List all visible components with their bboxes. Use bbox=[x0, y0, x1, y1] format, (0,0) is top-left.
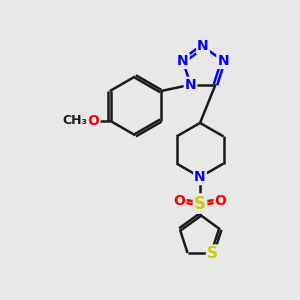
Text: N: N bbox=[185, 78, 197, 92]
Text: N: N bbox=[197, 39, 209, 53]
Text: N: N bbox=[194, 170, 206, 184]
Text: O: O bbox=[215, 194, 226, 208]
Text: O: O bbox=[173, 194, 185, 208]
Text: O: O bbox=[88, 114, 100, 128]
Text: S: S bbox=[194, 195, 206, 213]
Text: S: S bbox=[207, 246, 218, 261]
Text: CH₃: CH₃ bbox=[63, 114, 88, 127]
Text: N: N bbox=[177, 54, 189, 68]
Text: N: N bbox=[217, 54, 229, 68]
